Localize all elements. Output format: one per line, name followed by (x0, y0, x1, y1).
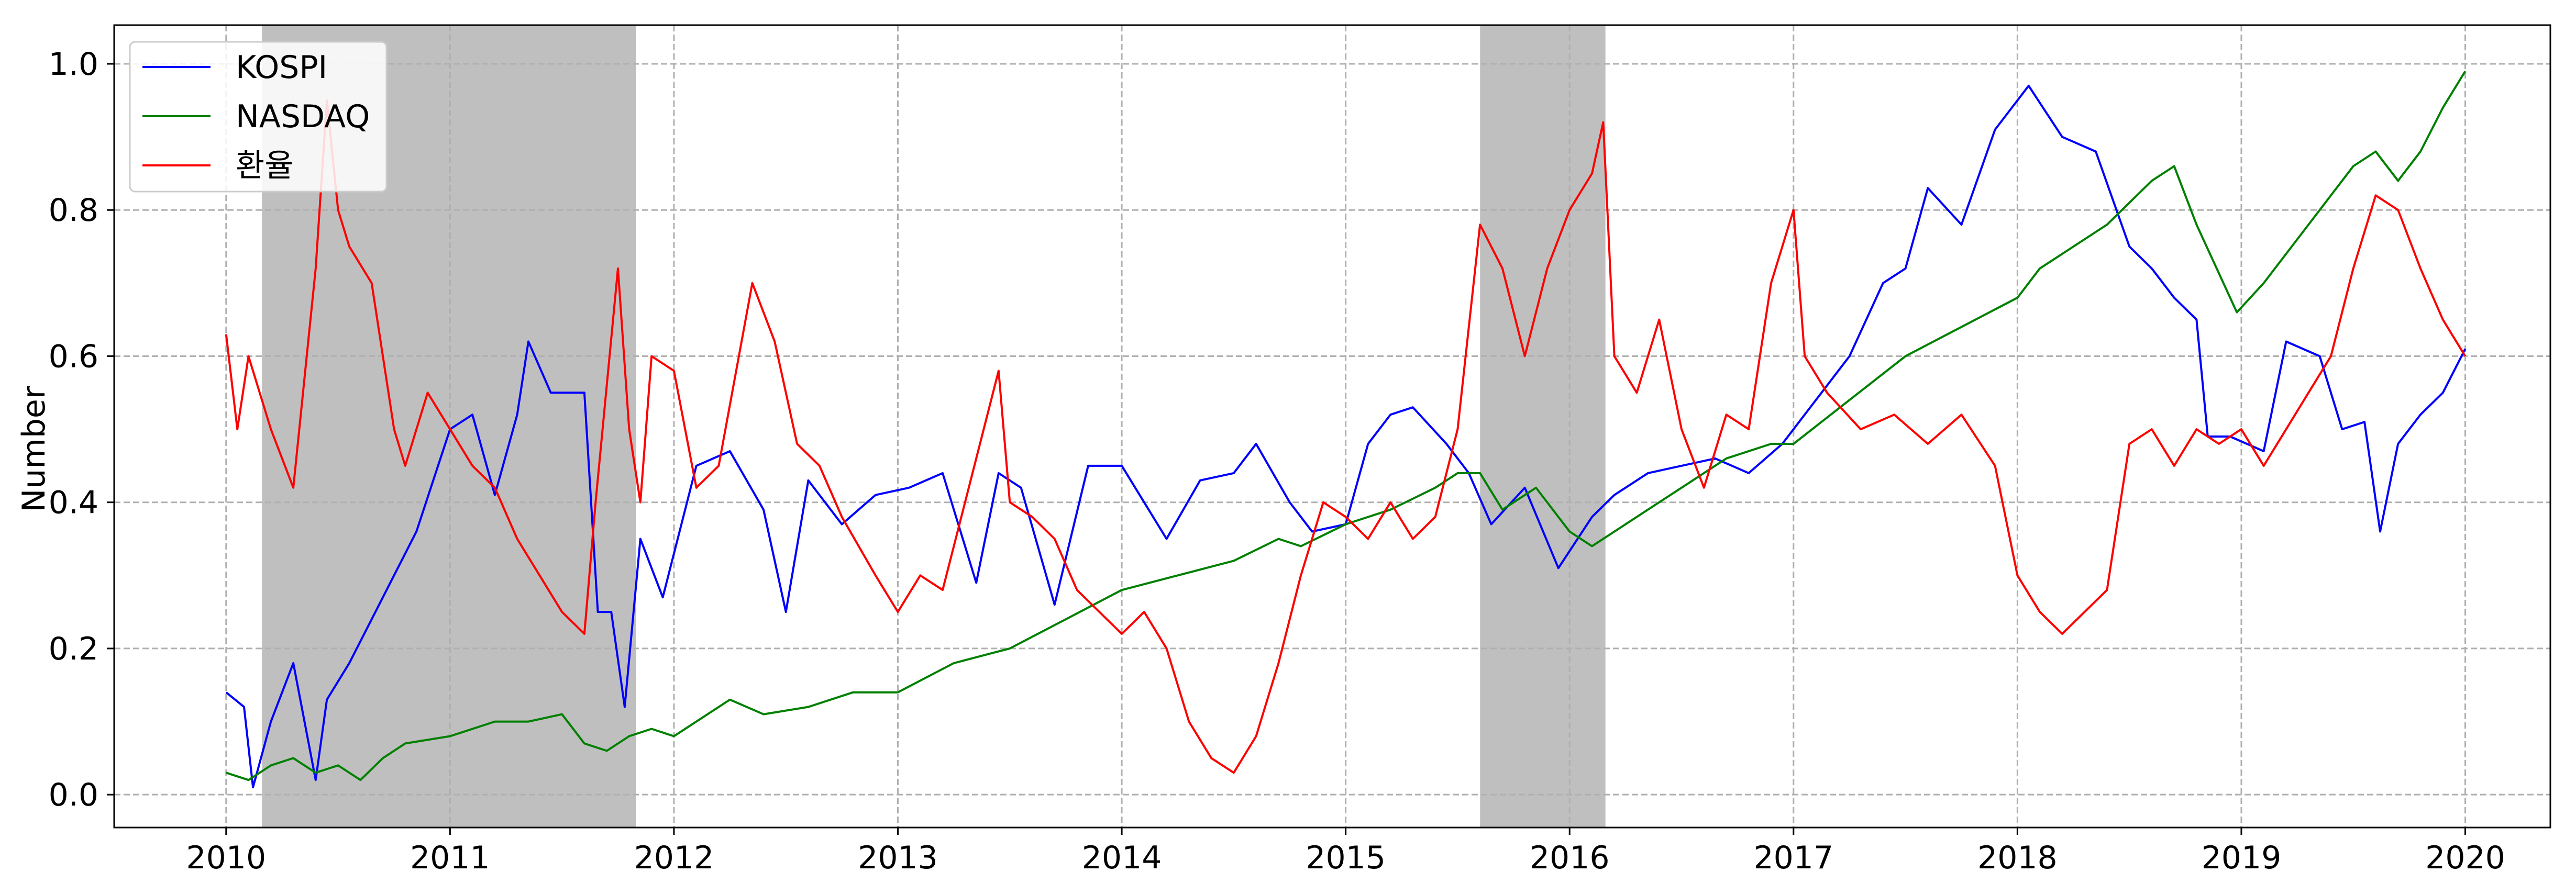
y-tick-label-0: 0.0 (49, 777, 98, 813)
x-tick-label-2: 2012 (634, 840, 714, 876)
y-tick-label-1: 0.2 (49, 631, 98, 667)
x-tick-label-1: 2011 (410, 840, 490, 876)
x-tick-label-6: 2016 (1530, 840, 1610, 876)
series-lines (225, 70, 2467, 789)
legend-label-kospi: KOSPI (236, 49, 327, 86)
x-tick-label-9: 2019 (2202, 840, 2282, 876)
x-axis-ticks: 2010 2011 2012 2013 2014 2015 2016 2017 2018 2019… (186, 828, 2505, 876)
gridlines (114, 25, 2550, 828)
y-axis-ticks: 0.0 0.2 0.4 0.6 0.8 1.0 (49, 46, 114, 813)
y-tick-label-4: 0.8 (49, 192, 98, 229)
y-axis-label: Number (16, 386, 52, 512)
x-tick-label-4: 2014 (1082, 840, 1162, 876)
x-tick-label-5: 2015 (1306, 840, 1386, 876)
legend: KOSPI NASDAQ 환율 (129, 41, 388, 193)
y-tick-label-2: 0.4 (49, 485, 98, 521)
legend-label-exchange-rate: 환율 (236, 148, 293, 184)
x-tick-label-7: 2017 (1753, 840, 1833, 876)
exchange-rate-line (225, 99, 2467, 774)
legend-box (129, 41, 388, 193)
x-tick-label-8: 2018 (1977, 840, 2058, 876)
x-tick-label-0: 2010 (186, 840, 266, 876)
nasdaq-line (226, 70, 2467, 781)
y-tick-label-3: 0.6 (49, 338, 98, 375)
shaded-period-1 (1480, 25, 1606, 828)
y-tick-label-5: 1.0 (49, 46, 98, 83)
legend-label-nasdaq: NASDAQ (236, 98, 370, 135)
x-tick-label-10: 2020 (2425, 840, 2505, 876)
x-tick-label-3: 2013 (858, 840, 938, 876)
plot-frame (113, 24, 2551, 829)
kospi-line (225, 84, 2467, 789)
